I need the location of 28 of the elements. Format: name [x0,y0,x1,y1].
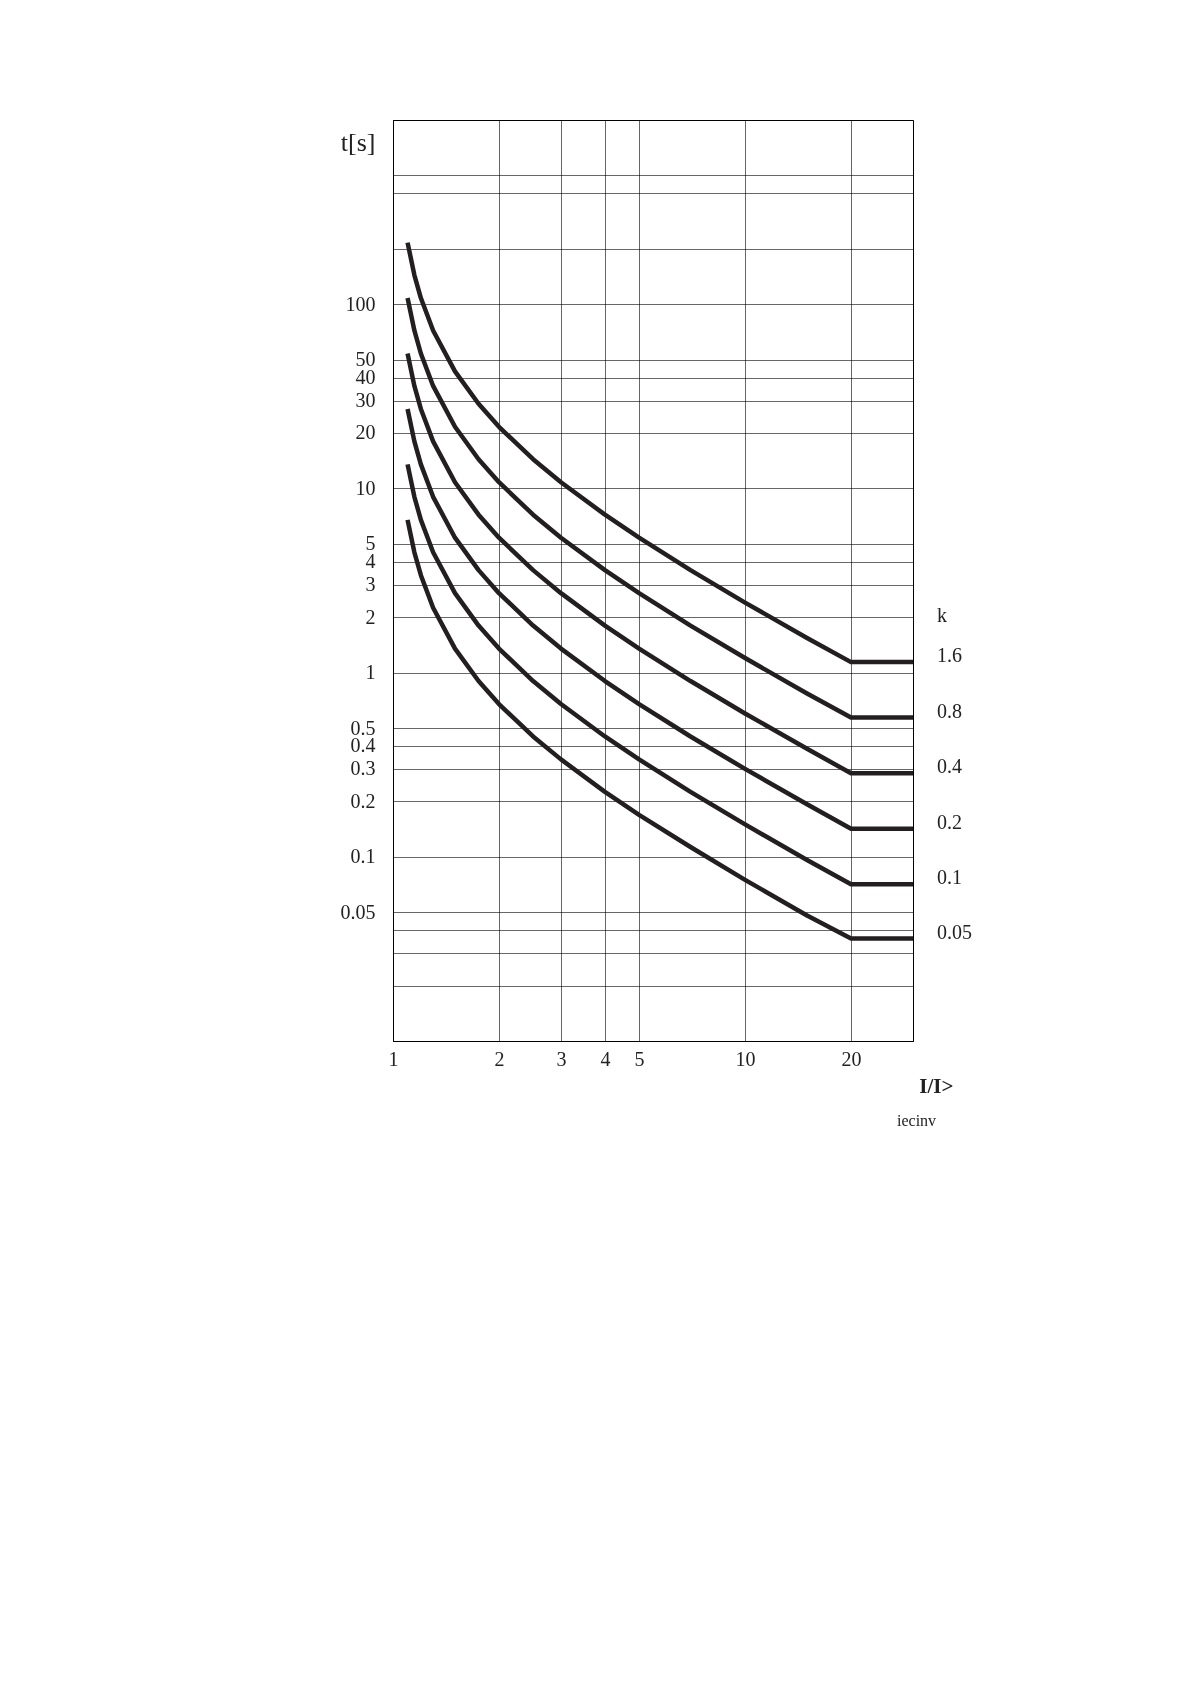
y-tick-label: 1 [365,661,376,684]
x-tick-label: 5 [634,1047,645,1070]
y-tick-label: 0.1 [350,845,376,868]
y-tick-label: 2 [365,605,376,628]
series-label: 0.05 [937,920,972,943]
x-tick-label: 2 [494,1047,505,1070]
x-tick-label: 10 [735,1047,756,1070]
x-tick-label: 20 [841,1047,862,1070]
series-label: 1.6 [937,644,962,667]
y-tick-label: 30 [355,389,376,412]
y-tick-label: 20 [355,421,376,444]
x-axis-title: I/I> [919,1073,954,1098]
series-label: 0.2 [937,810,962,833]
y-tick-label: 0.05 [340,900,376,923]
y-tick-label: 0.3 [350,757,376,780]
text: iecinv [897,1112,937,1129]
y-axis-title: t[s] [340,127,376,157]
series-label: 0.4 [937,755,962,778]
x-tick-label: 3 [556,1047,567,1070]
y-tick-label: 100 [345,292,376,315]
y-tick-label: 10 [355,476,376,499]
series-label: 0.1 [937,866,962,889]
y-tick-label: 0.2 [350,789,376,812]
series-label: 0.8 [937,699,962,722]
legend-title: k [937,604,947,627]
x-tick-label: 4 [600,1047,611,1070]
y-tick-label: 3 [365,573,376,596]
x-tick-label: 1 [388,1047,399,1070]
